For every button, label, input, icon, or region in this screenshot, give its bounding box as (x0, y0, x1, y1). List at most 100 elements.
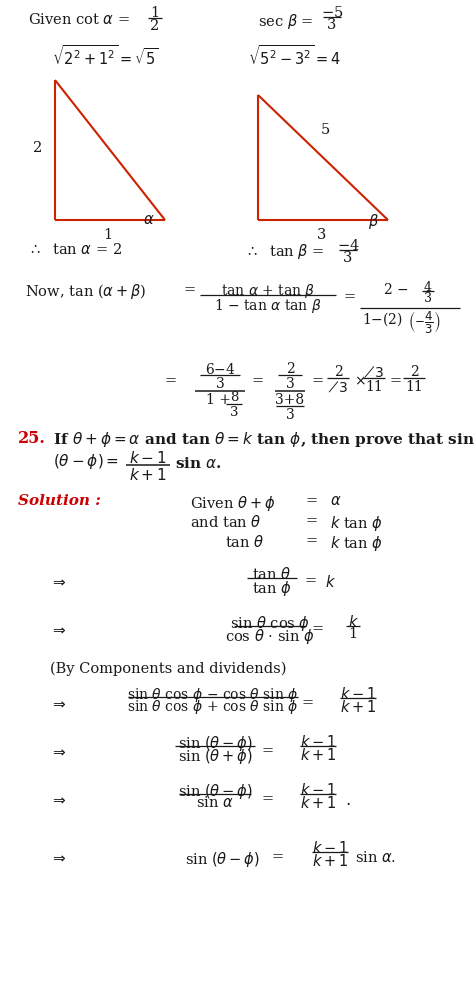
Text: 2: 2 (334, 365, 342, 379)
Text: =: = (306, 494, 318, 508)
Text: $\not{3}$: $\not{3}$ (328, 380, 348, 395)
Text: $k + 1$: $k + 1$ (340, 699, 376, 715)
Text: 3: 3 (230, 406, 238, 419)
Text: 5: 5 (320, 123, 329, 137)
Text: =: = (306, 514, 318, 528)
Text: sin $(\theta - \phi)$: sin $(\theta - \phi)$ (185, 850, 260, 869)
Text: =: = (165, 374, 177, 388)
Text: $-$4: $-$4 (337, 238, 359, 253)
Text: =: = (390, 374, 402, 388)
Text: sec $\beta$ =: sec $\beta$ = (258, 12, 314, 31)
Text: $k$ tan $\phi$: $k$ tan $\phi$ (330, 534, 383, 553)
Text: 2: 2 (33, 141, 42, 155)
Text: =: = (184, 283, 196, 297)
Text: sin $\alpha$.: sin $\alpha$. (175, 456, 222, 471)
Text: $-$5: $-$5 (321, 5, 343, 20)
Text: 1: 1 (103, 228, 112, 242)
Text: 1$-$(2): 1$-$(2) (362, 310, 403, 327)
Text: $k - 1$: $k - 1$ (312, 840, 348, 856)
Text: $\times$: $\times$ (354, 374, 366, 388)
Text: $\Rightarrow$: $\Rightarrow$ (50, 574, 67, 588)
Text: 3: 3 (343, 251, 353, 265)
Text: 3: 3 (328, 18, 337, 32)
Text: tan $\alpha$ + tan $\beta$: tan $\alpha$ + tan $\beta$ (221, 282, 315, 300)
Text: 1: 1 (348, 627, 357, 641)
Text: cos $\theta$ $\cdot$ sin $\phi$: cos $\theta$ $\cdot$ sin $\phi$ (225, 627, 315, 646)
Text: 2: 2 (286, 362, 294, 376)
Text: tan $\phi$: tan $\phi$ (252, 579, 292, 598)
Text: Given $\theta + \phi$: Given $\theta + \phi$ (190, 494, 275, 513)
Text: 3: 3 (317, 228, 327, 242)
Text: 11: 11 (365, 380, 383, 394)
Text: 3: 3 (286, 408, 294, 422)
Text: 3+8: 3+8 (275, 393, 305, 407)
Text: 1: 1 (150, 6, 160, 20)
Text: 2 $-$: 2 $-$ (383, 282, 409, 297)
Text: =: = (252, 374, 264, 388)
Text: 8: 8 (230, 391, 238, 404)
Text: 1 +: 1 + (206, 393, 231, 407)
Text: =: = (302, 696, 314, 710)
Text: sin $\theta$ cos $\phi$: sin $\theta$ cos $\phi$ (230, 614, 310, 633)
Text: Now, tan ($\alpha + \beta$): Now, tan ($\alpha + \beta$) (25, 282, 146, 301)
Text: sin $\alpha$: sin $\alpha$ (196, 795, 234, 810)
Text: $\Rightarrow$: $\Rightarrow$ (50, 792, 67, 806)
Text: =: = (262, 792, 274, 806)
Text: If $\theta + \phi = \alpha$ and tan $\theta = k$ tan $\phi$, then prove that sin: If $\theta + \phi = \alpha$ and tan $\th… (53, 430, 474, 449)
Text: =: = (305, 574, 317, 588)
Text: $k + 1$: $k + 1$ (300, 747, 336, 763)
Text: $k - 1$: $k - 1$ (129, 450, 167, 466)
Text: $\alpha$: $\alpha$ (330, 494, 341, 508)
Text: $(\theta - \phi) =$: $(\theta - \phi) =$ (53, 452, 119, 471)
Text: $\Rightarrow$: $\Rightarrow$ (50, 744, 67, 758)
Text: $k - 1$: $k - 1$ (340, 686, 376, 702)
Text: 3: 3 (286, 377, 294, 391)
Text: 25.: 25. (18, 430, 46, 447)
Text: (By Components and dividends): (By Components and dividends) (50, 662, 286, 676)
Text: $\therefore$  tan $\beta$ =: $\therefore$ tan $\beta$ = (245, 242, 325, 261)
Text: $k + 1$: $k + 1$ (129, 467, 167, 483)
Text: tan $\theta$: tan $\theta$ (252, 566, 292, 582)
Text: sin $\alpha$.: sin $\alpha$. (355, 850, 396, 865)
Text: $\sqrt{5^2-3^2}=4$: $\sqrt{5^2-3^2}=4$ (248, 44, 341, 68)
Text: =: = (272, 850, 284, 864)
Text: $\alpha$: $\alpha$ (143, 213, 155, 227)
Text: sin $\theta$ cos $\phi$ + cos $\theta$ sin $\phi$: sin $\theta$ cos $\phi$ + cos $\theta$ s… (128, 699, 299, 717)
Text: $\beta$: $\beta$ (368, 212, 379, 231)
Text: $\not{3}$: $\not{3}$ (364, 365, 384, 380)
Text: $k$: $k$ (347, 614, 358, 630)
Text: $\Rightarrow$: $\Rightarrow$ (50, 850, 67, 864)
Text: =: = (262, 744, 274, 758)
Text: $k - 1$: $k - 1$ (300, 734, 336, 750)
Text: 4: 4 (424, 281, 432, 294)
Text: 2: 2 (410, 365, 419, 379)
Text: $\left(-\dfrac{4}{3}\right)$: $\left(-\dfrac{4}{3}\right)$ (408, 309, 441, 335)
Text: sin $(\theta - \phi)$: sin $(\theta - \phi)$ (178, 734, 253, 753)
Text: 3: 3 (424, 292, 432, 306)
Text: $k$: $k$ (325, 574, 336, 590)
Text: Given cot $\alpha$ =: Given cot $\alpha$ = (28, 12, 130, 27)
Text: and tan $\theta$: and tan $\theta$ (190, 514, 262, 530)
Text: $\therefore$  tan $\alpha$ = 2: $\therefore$ tan $\alpha$ = 2 (28, 242, 122, 257)
Text: =: = (312, 374, 324, 388)
Text: $\Rightarrow$: $\Rightarrow$ (50, 696, 67, 710)
Text: =: = (312, 622, 324, 636)
Text: 6$-$4: 6$-$4 (205, 362, 235, 377)
Text: 11: 11 (405, 380, 423, 394)
Text: 1 $-$ tan $\alpha$ tan $\beta$: 1 $-$ tan $\alpha$ tan $\beta$ (214, 297, 322, 315)
Text: =: = (344, 290, 356, 304)
Text: tan $\theta$: tan $\theta$ (225, 534, 264, 550)
Text: $\Rightarrow$: $\Rightarrow$ (50, 622, 67, 636)
Text: $k$ tan $\phi$: $k$ tan $\phi$ (330, 514, 383, 533)
Text: =: = (306, 534, 318, 548)
Text: $k + 1$: $k + 1$ (312, 853, 348, 869)
Text: sin $(\theta + \phi)$: sin $(\theta + \phi)$ (178, 747, 253, 766)
Text: sin $\theta$ cos $\phi$ $-$ cos $\theta$ sin $\phi$: sin $\theta$ cos $\phi$ $-$ cos $\theta$… (128, 686, 299, 704)
Text: sin $(\theta - \phi)$: sin $(\theta - \phi)$ (178, 782, 253, 801)
Text: 2: 2 (150, 19, 160, 33)
Text: $\sqrt{2^2+1^2}=\sqrt{5}$: $\sqrt{2^2+1^2}=\sqrt{5}$ (52, 44, 158, 68)
Text: $k - 1$: $k - 1$ (300, 782, 336, 798)
Text: Solution :: Solution : (18, 494, 101, 508)
Text: 3: 3 (216, 377, 224, 391)
Text: .: . (345, 792, 350, 809)
